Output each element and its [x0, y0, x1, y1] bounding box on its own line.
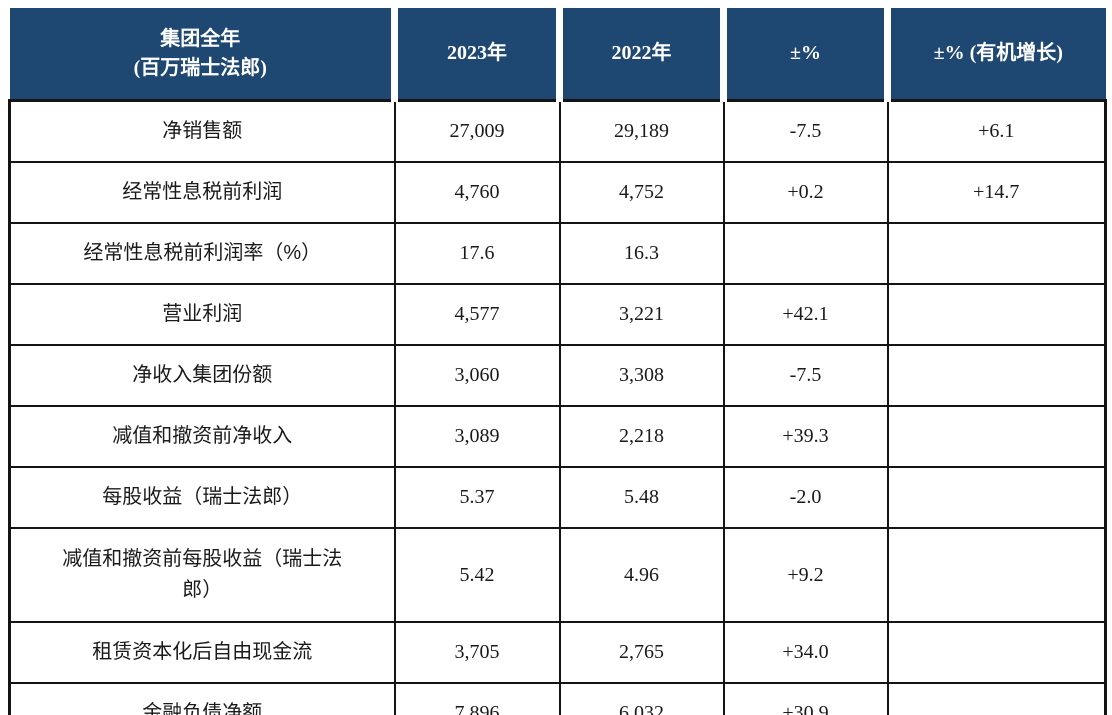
cell-2023-value: 3,705 [393, 621, 561, 684]
row-label: 经常性息税前利润 [8, 161, 396, 224]
cell-organic-growth [886, 466, 1107, 529]
cell-2023-value: 7,896 [393, 682, 561, 715]
cell-change-pct: -2.0 [722, 466, 889, 529]
cell-2022-value: 3,308 [558, 344, 725, 407]
header-cell-2022: 2022年 [556, 8, 724, 101]
cell-organic-growth [886, 527, 1107, 623]
cell-change-pct [722, 222, 889, 285]
cell-2023-value: 17.6 [393, 222, 561, 285]
table-row-net-financial-debt: 金融负债净额 7,896 6,032 +30.9 [8, 682, 1107, 715]
row-label: 金融负债净额 [8, 682, 396, 715]
cell-organic-growth: +14.7 [886, 161, 1107, 224]
row-label: 减值和撤资前净收入 [8, 405, 396, 468]
table-row-operating-profit: 营业利润 4,577 3,221 +42.1 [8, 283, 1107, 346]
cell-2023-value: 3,060 [393, 344, 561, 407]
header-cell-organic-growth: ±% (有机增长) [884, 8, 1106, 101]
cell-2023-value: 4,760 [393, 161, 561, 224]
header-row: 集团全年 (百万瑞士法郎) 2023年 2022年 ±% ±% (有机增长) [9, 8, 1106, 101]
cell-2022-value: 2,218 [558, 405, 725, 468]
row-label: 每股收益（瑞士法郎） [8, 466, 396, 529]
cell-2022-value: 5.48 [558, 466, 725, 529]
cell-2022-value: 2,765 [558, 621, 725, 684]
cell-2023-value: 27,009 [393, 99, 561, 163]
row-label: 净销售额 [8, 99, 396, 163]
cell-organic-growth [886, 405, 1107, 468]
row-label: 净收入集团份额 [8, 344, 396, 407]
row-label: 营业利润 [8, 283, 396, 346]
cell-2022-value: 4,752 [558, 161, 725, 224]
cell-change-pct: +42.1 [722, 283, 889, 346]
cell-change-pct: +39.3 [722, 405, 889, 468]
cell-2023-value: 4,577 [393, 283, 561, 346]
cell-organic-growth [886, 621, 1107, 684]
table-row-recurring-ebit: 经常性息税前利润 4,760 4,752 +0.2 +14.7 [8, 161, 1107, 224]
cell-2023-value: 5.37 [393, 466, 561, 529]
cell-change-pct: +9.2 [722, 527, 889, 623]
header-cell-group-title: 集团全年 (百万瑞士法郎) [9, 8, 395, 101]
row-label: 经常性息税前利润率（%） [8, 222, 396, 285]
table-row-recurring-ebit-margin: 经常性息税前利润率（%） 17.6 16.3 [8, 222, 1107, 285]
cell-organic-growth: +6.1 [886, 99, 1107, 163]
row-label: 减值和撤资前每股收益（瑞士法郎） [8, 527, 396, 623]
header-cell-change-pct: ±% [720, 8, 888, 101]
cell-change-pct: +34.0 [722, 621, 889, 684]
header-cell-2023: 2023年 [391, 8, 560, 101]
cell-2022-value: 4.96 [558, 527, 725, 623]
cell-2022-value: 16.3 [558, 222, 725, 285]
financial-table: 集团全年 (百万瑞士法郎) 2023年 2022年 ±% ±% (有机增长) 净… [8, 8, 1107, 715]
table-row-net-income-group-share: 净收入集团份额 3,060 3,308 -7.5 [8, 344, 1107, 407]
cell-change-pct: +0.2 [722, 161, 889, 224]
table-row-net-sales: 净销售额 27,009 29,189 -7.5 +6.1 [8, 99, 1107, 163]
cell-organic-growth [886, 222, 1107, 285]
row-label: 租赁资本化后自由现金流 [8, 621, 396, 684]
table-row-free-cash-flow: 租赁资本化后自由现金流 3,705 2,765 +34.0 [8, 621, 1107, 684]
cell-2022-value: 6,032 [558, 682, 725, 715]
cell-organic-growth [886, 344, 1107, 407]
table-row-eps-before-impairments: 减值和撤资前每股收益（瑞士法郎） 5.42 4.96 +9.2 [8, 527, 1107, 623]
table-row-eps: 每股收益（瑞士法郎） 5.37 5.48 -2.0 [8, 466, 1107, 529]
cell-change-pct: -7.5 [722, 99, 889, 163]
cell-2022-value: 3,221 [558, 283, 725, 346]
cell-2023-value: 5.42 [393, 527, 561, 623]
cell-organic-growth [886, 682, 1107, 715]
cell-change-pct: -7.5 [722, 344, 889, 407]
cell-2023-value: 3,089 [393, 405, 561, 468]
cell-organic-growth [886, 283, 1107, 346]
cell-2022-value: 29,189 [558, 99, 725, 163]
table-row-net-income-before-impairments: 减值和撤资前净收入 3,089 2,218 +39.3 [8, 405, 1107, 468]
cell-change-pct: +30.9 [722, 682, 889, 715]
